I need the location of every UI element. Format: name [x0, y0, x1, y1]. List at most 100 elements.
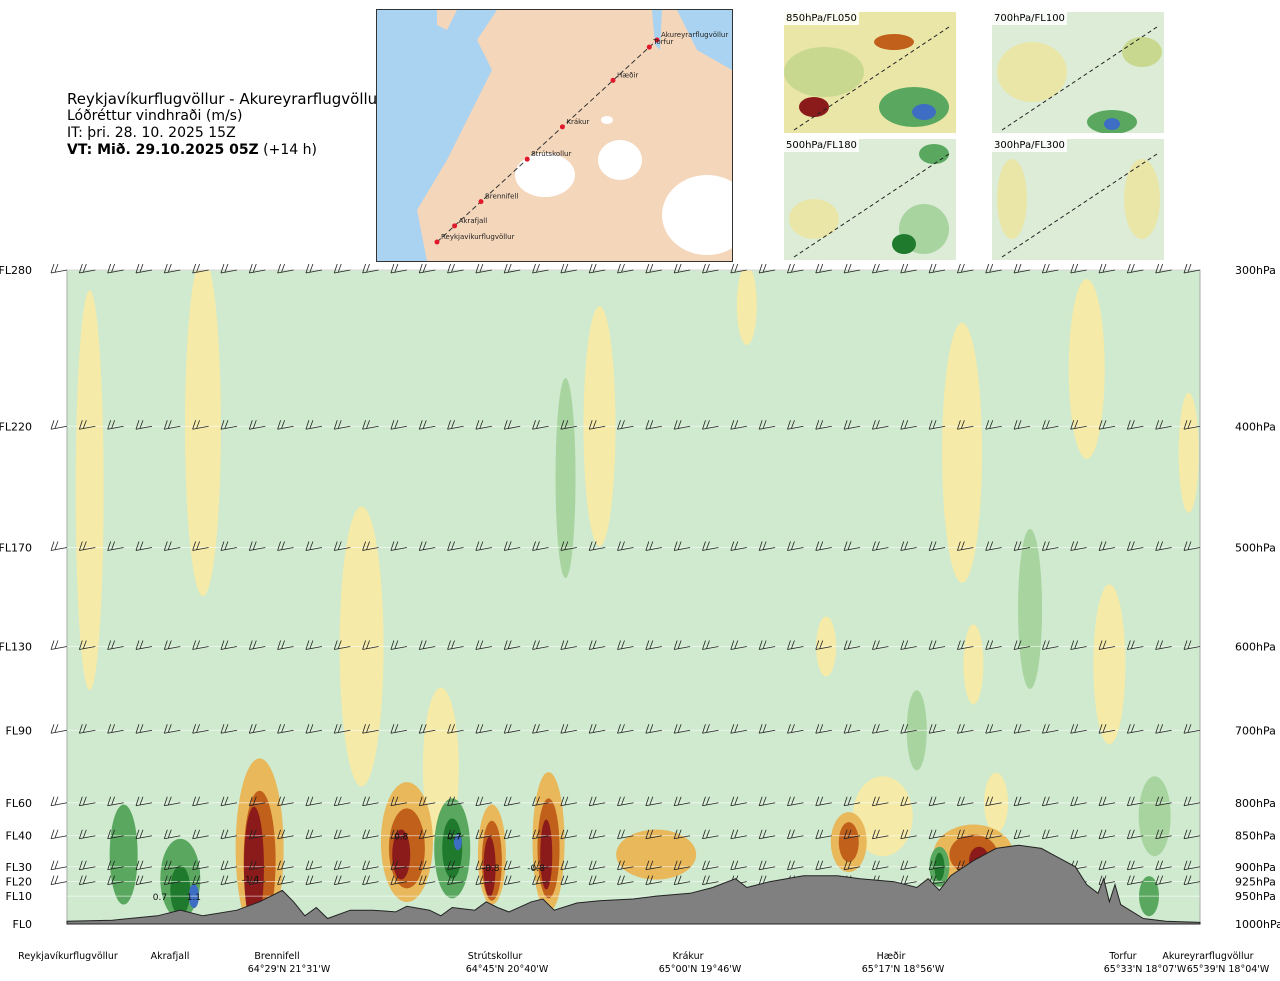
wind-barb [1041, 796, 1059, 807]
fl-tick-label: FL40 [6, 830, 32, 843]
wind-barb [503, 541, 521, 551]
hpa-tick-label: 300hPa [1235, 264, 1276, 277]
wind-barb [248, 875, 266, 886]
wind-barb [872, 263, 889, 274]
wind-barb [277, 263, 294, 274]
wind-barb [362, 724, 379, 734]
wind-barb [645, 875, 662, 886]
wind-barb [1013, 724, 1031, 734]
wind-barb [1041, 829, 1059, 840]
wind-barb [645, 860, 662, 871]
wind-barb [730, 860, 747, 871]
map-waypoint [434, 239, 440, 245]
wind-barb [1070, 724, 1087, 734]
hpa-tick-label: 700hPa [1235, 724, 1276, 737]
wind-barb [1098, 541, 1116, 551]
wind-barb [1126, 796, 1144, 807]
wind-barb [872, 860, 889, 871]
wind-barb [418, 796, 436, 807]
wind-barb [475, 724, 492, 734]
wind-barb [1098, 640, 1116, 650]
panel-300hpa: 300hPa/FL300 [992, 139, 1164, 260]
wind-barb [390, 860, 407, 871]
location-name: Hæðir [877, 951, 906, 962]
wind-barb [957, 420, 974, 430]
wind-barb [1070, 640, 1087, 650]
wind-barb [560, 724, 577, 734]
wind-barb [135, 724, 153, 734]
wind-barb [872, 541, 889, 551]
wind-barb [617, 640, 634, 650]
wind-barb [390, 796, 407, 807]
wind-barb [1041, 724, 1059, 734]
wind-barb [220, 875, 238, 886]
wind-barb [702, 796, 719, 807]
chart-header: Reykjavíkurflugvöllur - Akureyrarflugvöl… [67, 91, 383, 159]
wind-barb [843, 541, 861, 551]
wind-barb [815, 541, 832, 551]
wind-barb [1183, 796, 1201, 807]
wind-barb [1183, 860, 1201, 871]
wind-barb [50, 420, 68, 430]
wind-barb [1183, 875, 1201, 886]
wind-barb [192, 640, 209, 650]
wind-barb [503, 263, 521, 274]
wind-barb [248, 263, 266, 274]
wind-barb [447, 796, 464, 807]
wind-barb [1098, 420, 1116, 430]
wind-barb [1126, 420, 1144, 430]
wind-barb [362, 541, 379, 551]
wind-barb [815, 829, 832, 840]
pressure-axis: 300hPa 400hPa 500hPa 600hPa 700hPa 800hPa 850h… [1235, 264, 1280, 931]
wind-barb [475, 420, 492, 430]
wind-barb [1126, 263, 1144, 274]
wind-barb [475, 541, 492, 551]
wind-barb [843, 263, 861, 274]
wind-barb [1013, 541, 1031, 551]
panel-700-map [992, 12, 1164, 133]
contour-label: -0.8 [482, 864, 500, 874]
wind-barb [730, 829, 747, 840]
wind-barb [107, 796, 124, 807]
wind-barb [107, 860, 124, 871]
valid-time-lead: (+14 h) [258, 142, 317, 158]
wind-barb [645, 796, 662, 807]
wind-barb [305, 796, 322, 807]
wind-barb [560, 640, 577, 650]
wind-barb [758, 541, 776, 551]
hpa-tick-label: 950hPa [1235, 890, 1276, 903]
wind-barb [503, 860, 521, 871]
location-coord: 65°33'N 18°07'W [1104, 964, 1187, 975]
wind-barb [673, 860, 691, 871]
wind-barb [815, 860, 832, 871]
wind-barb [277, 724, 294, 734]
issue-time: IT: þri. 28. 10. 2025 15Z [67, 125, 236, 141]
wind-barb [362, 829, 379, 840]
wind-barb [617, 541, 634, 551]
wind-barb [447, 860, 464, 871]
wind-barb [532, 796, 549, 807]
wind-barb [305, 263, 322, 274]
wind-barb [588, 796, 606, 807]
wind-barb [532, 860, 549, 871]
wind-barb [1183, 263, 1201, 274]
wind-barb [163, 724, 181, 734]
wind-barb [673, 541, 691, 551]
hpa-tick-label: 500hPa [1235, 541, 1276, 554]
wind-barb [305, 829, 322, 840]
wind-barb [1155, 640, 1172, 650]
map-waypoint-label: Reykjavíkurflugvöllur [441, 233, 515, 241]
wind-barb [815, 420, 832, 430]
wind-barb [1098, 263, 1116, 274]
contour-labels: 0.7 1.1 0.8 0.7 -0.8 -0.8 -1.4 [153, 833, 545, 903]
wind-barb [390, 420, 407, 430]
wind-barb [560, 263, 577, 274]
contour-label: 0.7 [153, 893, 167, 903]
wind-barb [702, 420, 719, 430]
wind-barb [843, 640, 861, 650]
wind-barb [305, 640, 322, 650]
wind-barb [928, 420, 946, 430]
wind-barb [333, 875, 351, 886]
wind-barb [192, 875, 209, 886]
